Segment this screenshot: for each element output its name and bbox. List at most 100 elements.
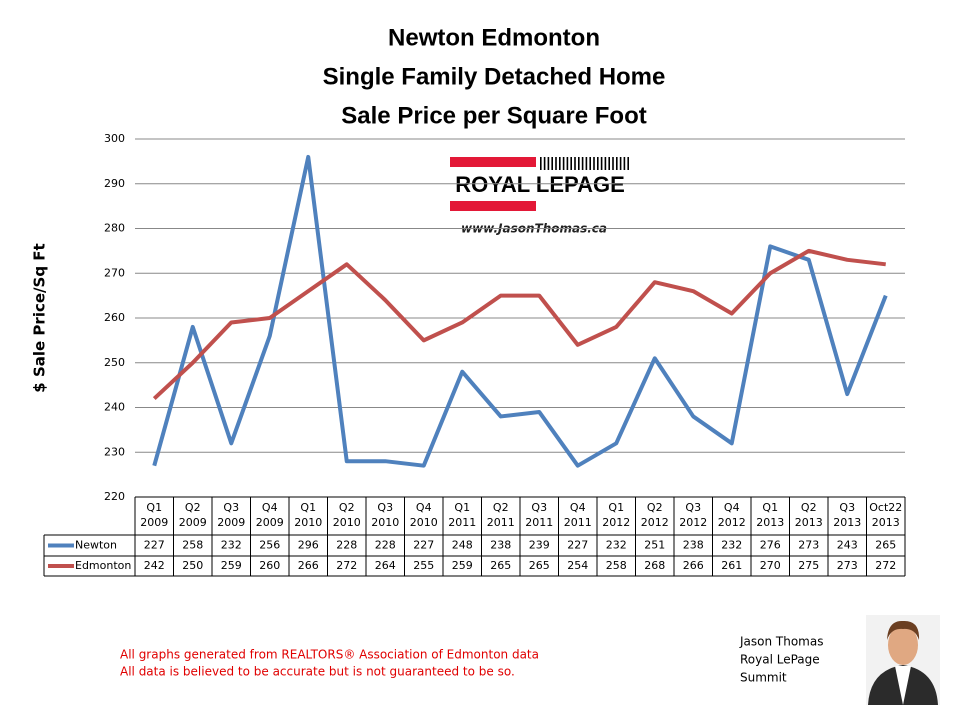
logo-stripe — [627, 157, 629, 170]
x-tick-label: Q4 2009 — [256, 501, 284, 529]
logo-stripe — [623, 157, 626, 170]
x-tick-label: Oct22 2013 — [869, 501, 902, 529]
x-tick-label: Q2 2010 — [333, 501, 361, 529]
logo-stripe — [585, 157, 588, 170]
logo-stripe — [581, 157, 584, 170]
table-value: 264 — [375, 559, 396, 572]
x-tick-label: Q4 2012 — [718, 501, 746, 529]
table-value: 266 — [298, 559, 319, 572]
logo-stripe — [608, 157, 610, 170]
table-value: 232 — [221, 539, 242, 552]
x-tick-label: Q2 2013 — [795, 501, 823, 529]
table-value: 239 — [529, 539, 550, 552]
x-tick-label: Q1 2010 — [294, 501, 322, 529]
table-value: 273 — [798, 539, 819, 552]
logo-stripe — [562, 157, 565, 170]
signature: Summit — [740, 671, 787, 685]
x-tick-label: Q4 2011 — [564, 501, 592, 529]
logo-stripe — [566, 157, 569, 170]
logo-stripe — [597, 157, 599, 170]
signature: Jason Thomas — [739, 635, 823, 649]
y-tick-label: 220 — [104, 490, 125, 503]
portrait — [866, 615, 940, 705]
table-value: 265 — [529, 559, 550, 572]
table-value: 275 — [798, 559, 819, 572]
chart-subtitle: Sale Price per Square Foot — [341, 102, 646, 129]
legend-label: Newton — [75, 539, 117, 552]
footer-note: All data is believed to be accurate but … — [120, 665, 515, 679]
x-tick-label: Q2 2011 — [487, 501, 515, 529]
table-value: 242 — [144, 559, 165, 572]
logo-stripe — [589, 157, 591, 170]
logo-stripes — [540, 157, 629, 170]
legend-label: Edmonton — [75, 559, 131, 572]
table-value: 232 — [721, 539, 742, 552]
table-value: 270 — [760, 559, 781, 572]
x-tick-label: Q2 2009 — [179, 501, 207, 529]
table-value: 232 — [606, 539, 627, 552]
portrait-hair — [887, 620, 920, 640]
table-value: 261 — [721, 559, 742, 572]
signature: Royal LePage — [740, 653, 820, 667]
logo-stripe — [551, 157, 553, 170]
x-tick-label: Q1 2013 — [756, 501, 784, 529]
logo-stripe — [619, 157, 622, 170]
table-value: 254 — [567, 559, 588, 572]
logo: ROYAL LEPAGE www.JasonThomas.ca — [450, 157, 629, 236]
y-tick-label: 290 — [104, 177, 125, 190]
table-value: 228 — [375, 539, 396, 552]
x-tick-label: Q1 2011 — [448, 501, 476, 529]
logo-stripe — [570, 157, 572, 170]
x-tick-label: Q3 2010 — [371, 501, 399, 529]
table-value: 238 — [683, 539, 704, 552]
table-value: 228 — [336, 539, 357, 552]
logo-bar — [450, 201, 536, 211]
table-value: 272 — [875, 559, 896, 572]
logo-stripe — [604, 157, 607, 170]
table-value: 272 — [336, 559, 357, 572]
x-tick-label: Q4 2010 — [410, 501, 438, 529]
table-value: 238 — [490, 539, 511, 552]
logo-stripe — [540, 157, 542, 170]
table-value: 268 — [644, 559, 665, 572]
table-value: 227 — [144, 539, 165, 552]
table-value: 258 — [182, 539, 203, 552]
logo-stripe — [543, 157, 546, 170]
y-tick-label: 240 — [104, 401, 125, 414]
y-tick-label: 230 — [104, 445, 125, 458]
table-value: 259 — [452, 559, 473, 572]
x-tick-label: Q3 2011 — [525, 501, 553, 529]
table-value: 243 — [837, 539, 858, 552]
portrait-face — [888, 625, 918, 665]
table-value: 259 — [221, 559, 242, 572]
table-value: 256 — [259, 539, 280, 552]
logo-stripe — [547, 157, 550, 170]
logo-stripe — [600, 157, 603, 170]
table-value: 260 — [259, 559, 280, 572]
table-value: 265 — [490, 559, 511, 572]
series-line — [152, 248, 886, 401]
table-value: 265 — [875, 539, 896, 552]
footer-note: All graphs generated from REALTORS® Asso… — [120, 648, 539, 662]
table-value: 266 — [683, 559, 704, 572]
portrait-shirt — [895, 666, 911, 705]
table-value: 227 — [567, 539, 588, 552]
y-tick-label: 260 — [104, 311, 125, 324]
table-value: 251 — [644, 539, 665, 552]
logo-stripe — [555, 157, 557, 170]
logo-stripe — [612, 157, 614, 170]
logo-stripe — [616, 157, 618, 170]
x-tick-label: Q1 2012 — [602, 501, 630, 529]
x-tick-label: Q3 2013 — [833, 501, 861, 529]
y-tick-label: 250 — [104, 356, 125, 369]
chart-subtitle: Single Family Detached Home — [323, 63, 666, 90]
y-tick-label: 270 — [104, 266, 125, 279]
table-value: 273 — [837, 559, 858, 572]
x-tick-label: Q3 2012 — [679, 501, 707, 529]
logo-stripe — [578, 157, 580, 170]
y-tick-label: 300 — [104, 132, 125, 145]
logo-bar — [450, 157, 536, 167]
y-axis-label: $ Sale Price/Sq Ft — [31, 243, 49, 392]
table-value: 227 — [413, 539, 434, 552]
logo-stripe — [574, 157, 576, 170]
